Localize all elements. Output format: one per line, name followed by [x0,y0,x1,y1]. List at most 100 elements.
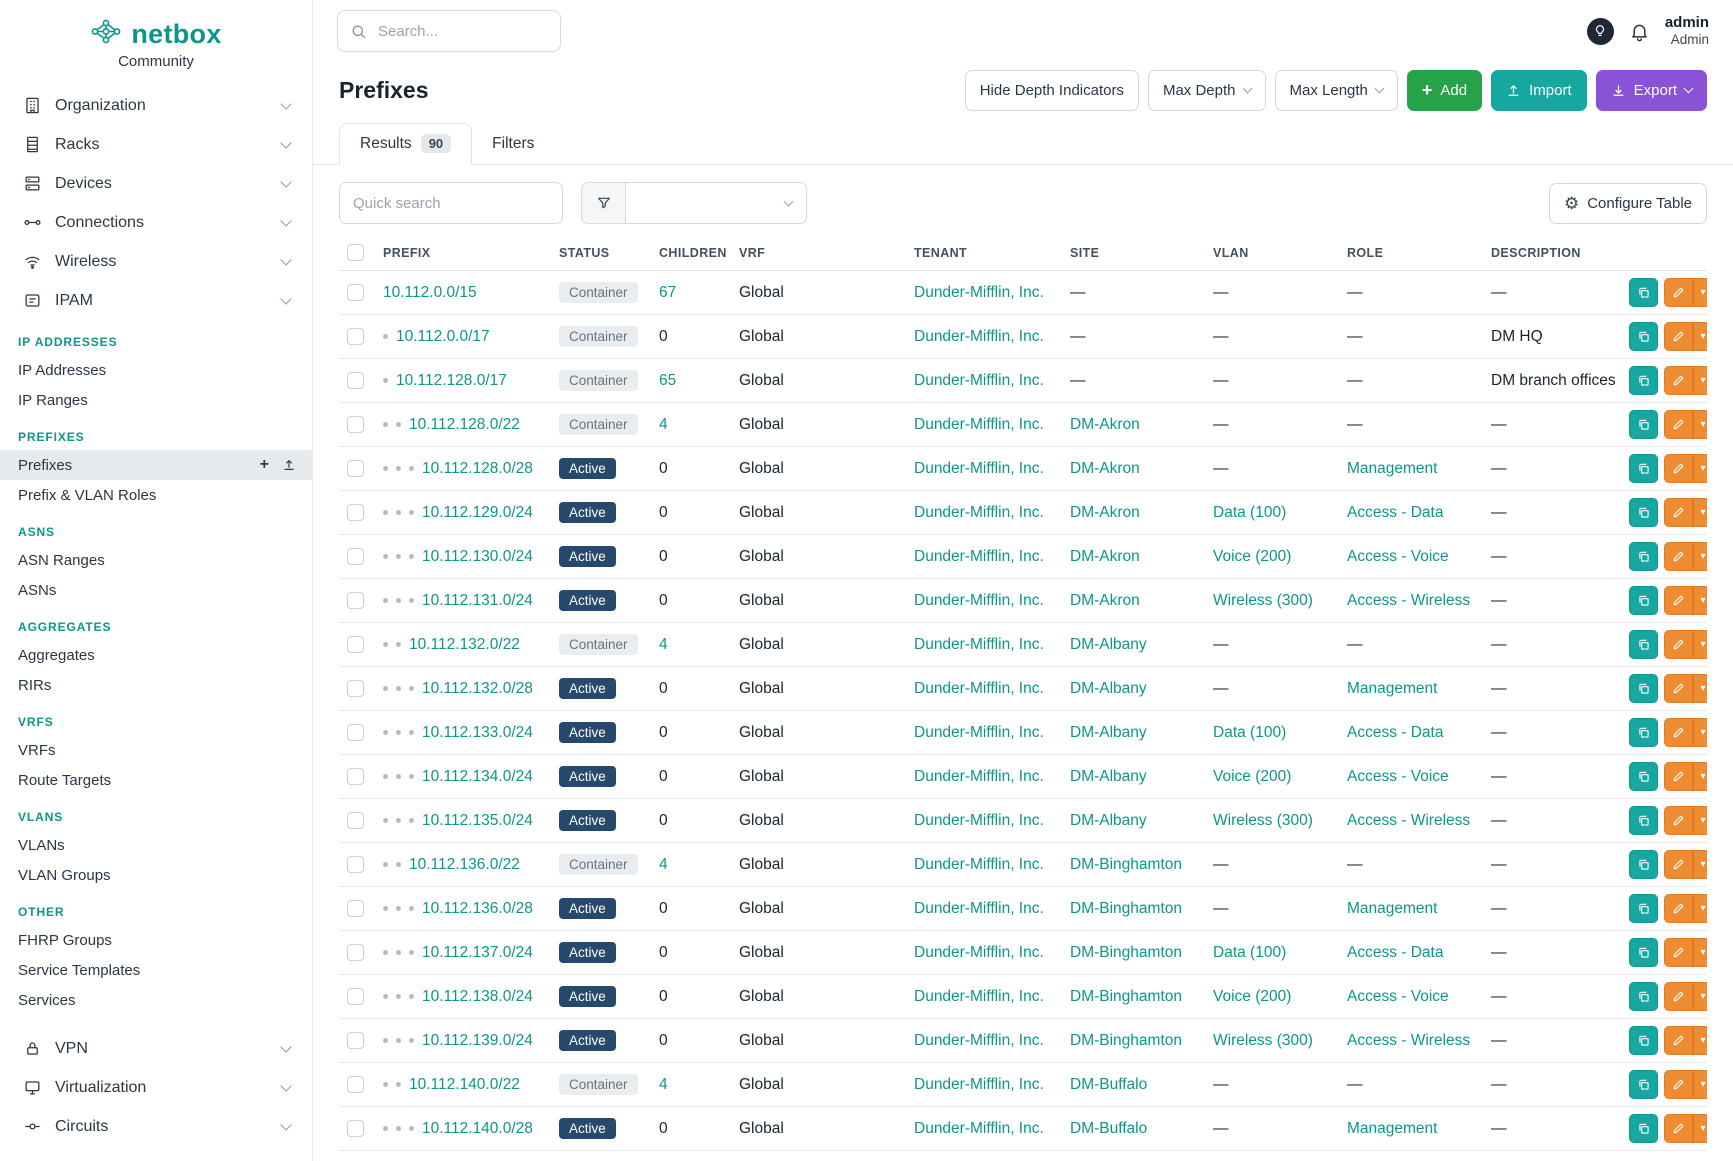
row-checkbox[interactable] [347,768,364,785]
prefix-link[interactable]: 10.112.139.0/24 [422,1031,533,1049]
row-checkbox[interactable] [347,460,364,477]
row-checkbox[interactable] [347,372,364,389]
tenant-link[interactable]: Dunder-Mifflin, Inc. [914,327,1044,345]
copy-button[interactable] [1629,454,1658,483]
copy-button[interactable] [1629,586,1658,615]
copy-button[interactable] [1629,542,1658,571]
site-link[interactable]: DM-Binghamton [1070,987,1182,1005]
edit-dropdown-caret[interactable]: ▾ [1693,982,1707,1011]
vlan-link[interactable]: Wireless (300) [1213,1031,1313,1049]
column-header-role[interactable]: ROLE [1339,235,1483,271]
copy-button[interactable] [1629,630,1658,659]
tenant-link[interactable]: Dunder-Mifflin, Inc. [914,547,1044,565]
prefix-link[interactable]: 10.112.133.0/24 [422,723,533,741]
sidebar-item-vpn[interactable]: VPN [0,1029,312,1068]
role-link[interactable]: Management [1347,459,1438,477]
children-count-link[interactable]: 4 [659,1075,668,1093]
copy-button[interactable] [1629,1026,1658,1055]
edit-button[interactable] [1664,894,1693,923]
brand[interactable]: netbox Community [0,12,312,86]
edit-dropdown-caret[interactable]: ▾ [1693,542,1707,571]
role-link[interactable]: Management [1347,679,1438,697]
children-count-link[interactable]: 67 [659,283,677,301]
notifications-button[interactable] [1629,21,1650,42]
tenant-link[interactable]: Dunder-Mifflin, Inc. [914,723,1044,741]
copy-button[interactable] [1629,278,1658,307]
edit-dropdown-caret[interactable]: ▾ [1693,850,1707,879]
sidebar-item-prefix-vlan-roles[interactable]: Prefix & VLAN Roles [0,480,312,510]
edit-dropdown-caret[interactable]: ▾ [1693,322,1707,351]
row-checkbox[interactable] [347,724,364,741]
role-link[interactable]: Access - Data [1347,723,1444,741]
role-link[interactable]: Access - Wireless [1347,811,1471,829]
site-link[interactable]: DM-Akron [1070,591,1140,609]
quick-search-input[interactable] [339,182,563,224]
sidebar-item-virtualization[interactable]: Virtualization [0,1068,312,1107]
tenant-link[interactable]: Dunder-Mifflin, Inc. [914,371,1044,389]
sidebar-item-ipam[interactable]: IPAM [0,281,312,320]
vlan-link[interactable]: Voice (200) [1213,987,1292,1005]
prefix-link[interactable]: 10.112.0.0/15 [383,283,477,301]
tenant-link[interactable]: Dunder-Mifflin, Inc. [914,591,1044,609]
sidebar-item-ip-ranges[interactable]: IP Ranges [0,385,312,415]
edit-button[interactable] [1664,278,1693,307]
row-checkbox[interactable] [347,812,364,829]
tenant-link[interactable]: Dunder-Mifflin, Inc. [914,943,1044,961]
edit-dropdown-caret[interactable]: ▾ [1693,586,1707,615]
edit-button[interactable] [1664,630,1693,659]
edit-dropdown-caret[interactable]: ▾ [1693,938,1707,967]
vlan-link[interactable]: Wireless (300) [1213,811,1313,829]
copy-button[interactable] [1629,894,1658,923]
sidebar-item-fhrp-groups[interactable]: FHRP Groups [0,925,312,955]
edit-button[interactable] [1664,938,1693,967]
copy-button[interactable] [1629,366,1658,395]
site-link[interactable]: DM-Binghamton [1070,1031,1182,1049]
edit-dropdown-caret[interactable]: ▾ [1693,1070,1707,1099]
import-prefixes-button[interactable] [282,458,296,472]
tenant-link[interactable]: Dunder-Mifflin, Inc. [914,459,1044,477]
role-link[interactable]: Management [1347,1119,1438,1137]
prefix-link[interactable]: 10.112.131.0/24 [422,591,533,609]
tenant-link[interactable]: Dunder-Mifflin, Inc. [914,1119,1044,1137]
site-link[interactable]: DM-Akron [1070,415,1140,433]
edit-dropdown-caret[interactable]: ▾ [1693,718,1707,747]
edit-button[interactable] [1664,1114,1693,1143]
prefix-link[interactable]: 10.112.135.0/24 [422,811,533,829]
prefix-link[interactable]: 10.112.138.0/24 [422,987,533,1005]
row-checkbox[interactable] [347,592,364,609]
hide-depth-indicators-button[interactable]: Hide Depth Indicators [964,70,1139,111]
column-header-status[interactable]: STATUS [551,235,651,271]
edit-button[interactable] [1664,498,1693,527]
row-checkbox[interactable] [347,328,364,345]
edit-dropdown-caret[interactable]: ▾ [1693,894,1707,923]
import-button[interactable]: Import [1491,70,1587,111]
column-header-prefix[interactable]: PREFIX [375,235,551,271]
global-search-input[interactable] [376,21,548,41]
column-header-tenant[interactable]: TENANT [906,235,1062,271]
prefix-link[interactable]: 10.112.136.0/22 [409,855,520,873]
prefix-link[interactable]: 10.112.132.0/22 [409,635,520,653]
site-link[interactable]: DM-Buffalo [1070,1075,1148,1093]
role-link[interactable]: Access - Wireless [1347,1031,1471,1049]
column-header-site[interactable]: SITE [1062,235,1205,271]
role-link[interactable]: Management [1347,899,1438,917]
sidebar-item-circuits[interactable]: Circuits [0,1107,312,1146]
site-link[interactable]: DM-Albany [1070,811,1147,829]
tenant-link[interactable]: Dunder-Mifflin, Inc. [914,503,1044,521]
sidebar-item-services[interactable]: Services [0,985,312,1015]
site-link[interactable]: DM-Binghamton [1070,943,1182,961]
saved-filter-select[interactable] [625,182,807,224]
tenant-link[interactable]: Dunder-Mifflin, Inc. [914,1075,1044,1093]
edit-dropdown-caret[interactable]: ▾ [1693,366,1707,395]
edit-button[interactable] [1664,674,1693,703]
site-link[interactable]: DM-Binghamton [1070,899,1182,917]
copy-button[interactable] [1629,674,1658,703]
add-button[interactable]: + Add [1406,70,1483,111]
row-checkbox[interactable] [347,1032,364,1049]
row-checkbox[interactable] [347,548,364,565]
role-link[interactable]: Access - Data [1347,943,1444,961]
tab-filters[interactable]: Filters [492,135,535,152]
row-checkbox[interactable] [347,988,364,1005]
role-link[interactable]: Access - Voice [1347,547,1449,565]
sidebar-item-connections[interactable]: Connections [0,203,312,242]
